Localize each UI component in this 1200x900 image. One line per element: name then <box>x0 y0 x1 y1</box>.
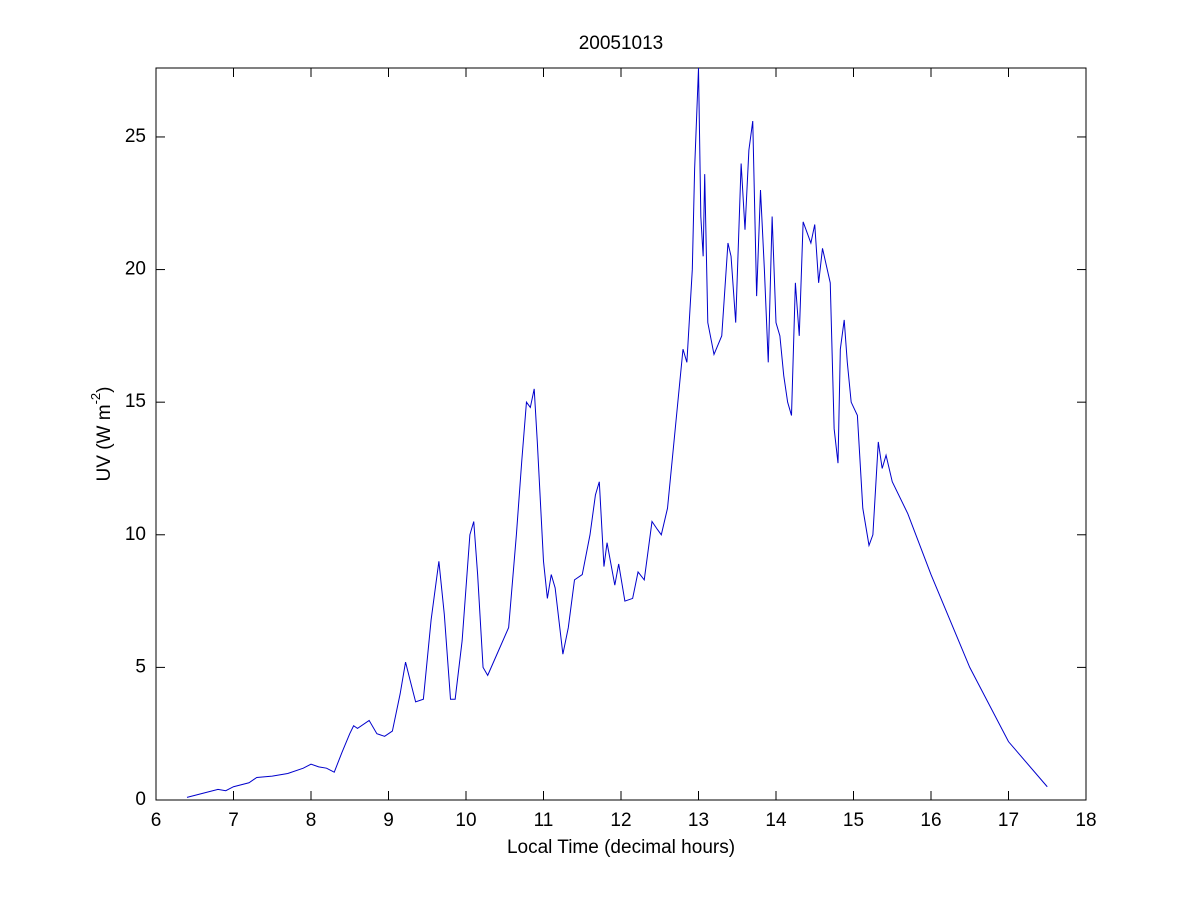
x-tick-label: 7 <box>228 810 239 831</box>
x-tick-label: 16 <box>920 810 941 831</box>
chart-title: 20051013 <box>579 33 664 54</box>
x-tick-label: 17 <box>998 810 1019 831</box>
plot-frame <box>155 67 1087 801</box>
y-tick-label: 0 <box>135 789 146 810</box>
y-tick-label: 10 <box>125 524 146 545</box>
y-tick-label: 20 <box>125 259 146 280</box>
y-tick-label: 15 <box>125 391 146 412</box>
x-tick-label: 10 <box>455 810 476 831</box>
x-tick-label: 8 <box>306 810 317 831</box>
x-tick-label: 18 <box>1075 810 1096 831</box>
x-tick-label: 12 <box>610 810 631 831</box>
x-tick-label: 15 <box>843 810 864 831</box>
y-tick-label: 5 <box>135 656 146 677</box>
x-axis-label: Local Time (decimal hours) <box>507 837 735 858</box>
y-axis-label-exponent: -2 <box>88 393 103 405</box>
y-axis-label-end: ) <box>94 387 115 393</box>
x-tick-label: 11 <box>534 810 554 831</box>
x-tick-label: 9 <box>383 810 394 831</box>
data-line <box>186 67 1048 798</box>
x-tick-label: 14 <box>765 810 787 831</box>
y-tick-label: 25 <box>125 126 146 147</box>
x-tick-label: 13 <box>688 810 709 831</box>
x-tick-label: 6 <box>151 810 162 831</box>
y-axis-label-main: UV (W m <box>94 404 115 481</box>
y-axis-label: UV (W m-2) <box>88 387 115 482</box>
